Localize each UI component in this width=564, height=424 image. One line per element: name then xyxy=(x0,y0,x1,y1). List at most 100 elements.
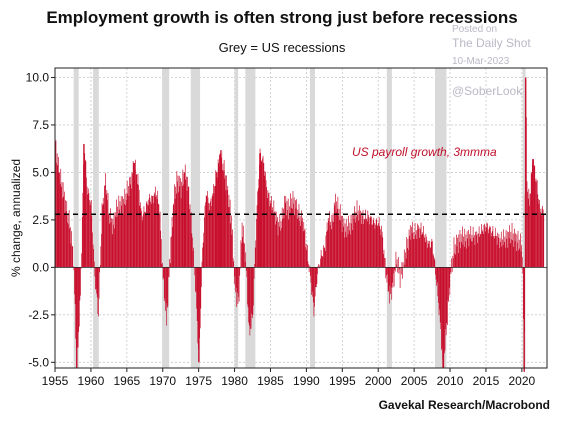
bar xyxy=(371,216,372,268)
bar xyxy=(114,228,115,268)
bar xyxy=(333,202,335,268)
bar xyxy=(248,267,250,326)
watermark-date: 10-Mar-2023 xyxy=(452,56,510,67)
bar xyxy=(380,229,381,268)
bar xyxy=(61,182,63,268)
bar xyxy=(527,191,528,268)
bar xyxy=(128,186,129,268)
bar xyxy=(137,173,139,268)
bar xyxy=(107,200,108,268)
bar xyxy=(454,253,455,268)
bar xyxy=(408,229,410,268)
bar xyxy=(326,231,327,268)
bar xyxy=(243,242,245,268)
bar xyxy=(475,231,476,268)
bar xyxy=(400,267,402,275)
bar xyxy=(239,267,241,269)
bar xyxy=(426,240,428,268)
bar xyxy=(296,199,297,268)
bar xyxy=(100,246,102,268)
bar xyxy=(270,203,272,268)
bar xyxy=(241,222,243,268)
bar xyxy=(331,215,333,268)
bar xyxy=(147,204,148,268)
bar xyxy=(387,267,389,292)
bar xyxy=(131,172,133,268)
bar xyxy=(67,214,69,268)
bar xyxy=(184,164,186,268)
bar xyxy=(92,244,94,268)
bar xyxy=(224,175,226,268)
bar xyxy=(357,210,359,268)
bar xyxy=(131,188,132,268)
bar xyxy=(467,229,469,268)
bar xyxy=(266,186,267,268)
bar xyxy=(232,229,233,268)
source-credit: Gavekal Research/Macrobond xyxy=(378,398,550,412)
bar xyxy=(435,267,437,280)
bar xyxy=(234,267,236,277)
bar xyxy=(123,203,125,268)
bar xyxy=(318,263,320,268)
bar xyxy=(195,267,196,292)
x-tick-label: 2000 xyxy=(365,374,392,388)
bar xyxy=(460,248,461,268)
bar-peak xyxy=(532,159,534,268)
bar xyxy=(221,170,223,268)
bar xyxy=(393,267,394,274)
bar xyxy=(98,267,100,299)
bar xyxy=(347,234,349,268)
bar xyxy=(108,214,109,268)
bar xyxy=(470,241,472,268)
recession-band xyxy=(93,68,99,368)
bar xyxy=(446,267,448,324)
bar xyxy=(491,232,493,268)
x-tick-label: 1975 xyxy=(185,374,212,388)
bar xyxy=(59,173,60,268)
bar xyxy=(384,257,385,268)
bar xyxy=(298,204,300,268)
bar xyxy=(277,217,278,268)
bar xyxy=(426,236,427,268)
bar xyxy=(354,222,356,268)
bar xyxy=(206,195,208,268)
bar xyxy=(418,237,420,268)
bar xyxy=(409,225,411,268)
bar xyxy=(417,228,419,268)
bar xyxy=(68,210,70,268)
bar xyxy=(251,267,253,319)
bar xyxy=(309,267,311,276)
bar xyxy=(192,237,193,268)
bar xyxy=(211,206,212,268)
bar xyxy=(90,199,92,268)
bar xyxy=(238,267,239,297)
bar xyxy=(512,233,514,268)
bar xyxy=(480,233,482,268)
bar xyxy=(254,263,256,268)
bar xyxy=(448,267,450,288)
bar xyxy=(173,203,175,268)
bar xyxy=(441,267,442,350)
bar xyxy=(397,257,399,268)
bar xyxy=(130,176,132,268)
bar xyxy=(296,218,298,268)
bar xyxy=(72,245,74,268)
bar xyxy=(151,196,153,268)
bar xyxy=(319,264,321,268)
bar xyxy=(110,208,111,268)
bar xyxy=(533,159,534,268)
bar xyxy=(104,185,106,268)
bar xyxy=(256,218,257,268)
bar xyxy=(236,267,238,308)
bar xyxy=(258,178,260,268)
bar xyxy=(230,223,232,268)
bar xyxy=(301,220,303,268)
recession-bands xyxy=(73,68,526,368)
bar xyxy=(373,217,375,268)
bar xyxy=(526,117,527,268)
bar xyxy=(412,221,414,268)
bar xyxy=(418,225,420,268)
bar xyxy=(353,218,355,268)
bar xyxy=(392,267,394,288)
bar xyxy=(518,239,520,268)
